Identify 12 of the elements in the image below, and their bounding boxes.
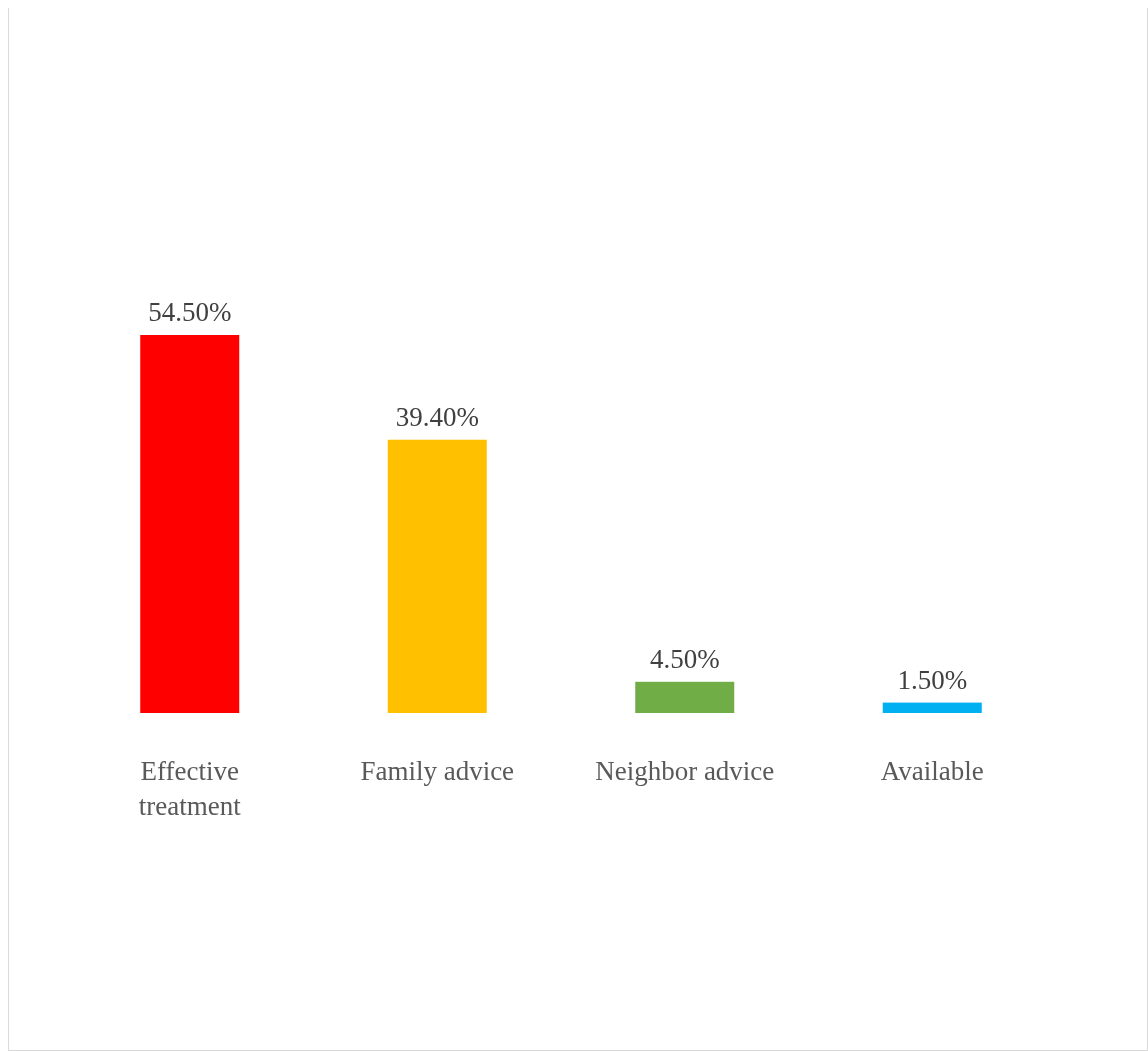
x-tick-label: Family advice	[360, 756, 515, 786]
x-tick-label: Effective treatment	[138, 756, 242, 821]
bar	[635, 681, 735, 713]
data-label: 1.50%	[897, 664, 968, 695]
data-label: 39.40%	[395, 401, 479, 432]
bar	[140, 335, 240, 713]
x-tick-label: Available	[880, 756, 984, 786]
bar	[387, 439, 487, 713]
data-label: 4.50%	[649, 643, 720, 674]
bar	[882, 702, 982, 713]
x-tick-label: Neighbor advice	[595, 756, 775, 786]
data-label: 54.50%	[148, 297, 232, 327]
